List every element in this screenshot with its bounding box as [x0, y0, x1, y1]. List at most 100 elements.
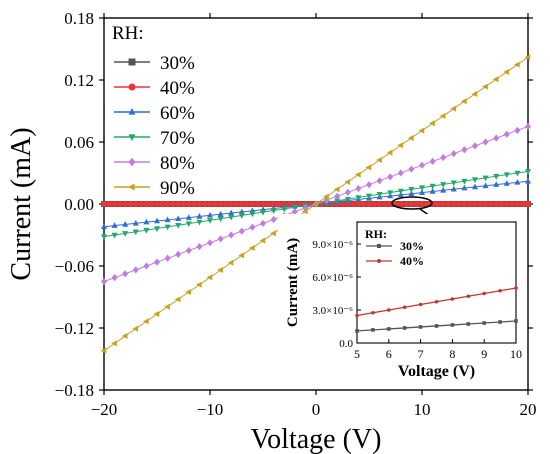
data-point [154, 201, 160, 208]
inset-data-point [355, 313, 359, 318]
data-point [175, 201, 182, 208]
data-point [148, 201, 155, 208]
data-point [493, 181, 500, 187]
data-point [344, 188, 351, 196]
inset-y-tick-label: 0.0 [339, 338, 353, 350]
data-point [132, 229, 139, 236]
zoom-ellipse [391, 196, 433, 210]
data-point [366, 181, 372, 189]
data-point [249, 223, 256, 231]
data-point [525, 200, 531, 207]
data-point [244, 201, 251, 208]
data-point [238, 213, 245, 219]
legend-label: 90% [160, 178, 195, 199]
data-point [482, 83, 488, 90]
data-point [514, 170, 521, 177]
data-point [228, 209, 235, 216]
data-point [164, 303, 170, 310]
data-point [493, 173, 500, 180]
data-point [334, 192, 341, 200]
data-point [154, 217, 160, 224]
data-point [472, 177, 478, 183]
data-point [196, 243, 203, 251]
data-point [492, 76, 499, 83]
data-point [440, 182, 447, 188]
data-point [429, 157, 436, 165]
data-point [228, 201, 235, 208]
data-point [201, 201, 208, 208]
inset-data-point [482, 321, 486, 325]
data-point [174, 296, 181, 303]
data-point [121, 333, 128, 340]
data-point [482, 182, 489, 189]
data-point [461, 200, 468, 207]
data-point [238, 208, 245, 215]
inset-y-axis-label: Current (mA) [285, 238, 301, 327]
inset-data-point [466, 322, 471, 326]
data-point [339, 200, 346, 207]
data-point [323, 193, 329, 200]
data-point [217, 210, 224, 217]
data-point [217, 216, 224, 223]
data-point [291, 208, 298, 216]
data-point [207, 211, 213, 218]
data-point [514, 178, 521, 185]
data-point [376, 200, 383, 207]
data-point [217, 267, 223, 274]
data-point [249, 201, 256, 208]
data-point [429, 188, 436, 194]
data-point [138, 201, 145, 208]
legend-marker [128, 134, 136, 142]
inset-data-point [434, 324, 439, 328]
inset-data-point [387, 327, 391, 331]
data-point [514, 126, 521, 134]
data-point [254, 201, 261, 208]
inset-data-point [434, 299, 439, 304]
x-tick-label: −10 [197, 400, 224, 419]
data-point [419, 200, 425, 207]
data-point [275, 201, 282, 208]
data-point [413, 200, 420, 207]
data-point [366, 193, 372, 200]
inset-x-axis-label: Voltage (V) [398, 363, 475, 380]
data-point [344, 178, 351, 185]
data-point [419, 185, 425, 192]
data-point [525, 122, 531, 131]
data-point [408, 165, 415, 173]
data-point [461, 178, 468, 185]
data-point [482, 200, 489, 207]
data-point [503, 172, 510, 179]
data-point [482, 138, 489, 146]
legend-label: 70% [160, 128, 195, 149]
data-point [509, 200, 516, 207]
data-point [461, 146, 468, 154]
legend-label: 60% [160, 103, 195, 124]
data-point [111, 201, 118, 208]
data-point [185, 246, 192, 255]
inset-data-point [450, 297, 455, 301]
data-point [477, 200, 484, 207]
inset-x-tick-label: 8 [449, 347, 455, 361]
inset-x-tick-label: 6 [386, 347, 392, 361]
data-point [440, 200, 447, 207]
data-point [472, 142, 478, 150]
inset-data-point [355, 329, 359, 333]
inset-data-point [514, 286, 518, 290]
legend-item: 30% [114, 53, 195, 74]
data-point [355, 195, 362, 201]
data-point [169, 201, 176, 208]
data-point [387, 190, 394, 197]
data-point [207, 239, 213, 247]
data-point [143, 227, 150, 234]
data-point [493, 200, 500, 207]
y-tick-label: −0.12 [55, 319, 94, 338]
data-point [260, 209, 266, 216]
data-point [450, 105, 457, 112]
inset-legend-marker [377, 244, 381, 248]
data-point [101, 223, 107, 229]
inset-legend-label: 40% [400, 254, 424, 268]
data-point [101, 234, 107, 241]
data-point [450, 180, 457, 187]
data-point [291, 205, 298, 211]
data-point [440, 186, 447, 193]
